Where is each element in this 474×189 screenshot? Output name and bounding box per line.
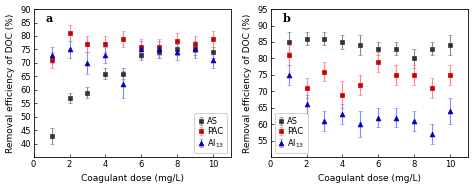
- X-axis label: Coagulant dose (mg/L): Coagulant dose (mg/L): [81, 174, 184, 184]
- Legend: AS, PAC, Al$_{13}$: AS, PAC, Al$_{13}$: [274, 113, 308, 153]
- Legend: AS, PAC, Al$_{13}$: AS, PAC, Al$_{13}$: [194, 113, 227, 153]
- Text: b: b: [283, 13, 290, 25]
- Y-axis label: Removal efficiency of DOC (%): Removal efficiency of DOC (%): [243, 13, 252, 153]
- Text: a: a: [46, 13, 53, 25]
- X-axis label: Coagulant dose (mg/L): Coagulant dose (mg/L): [318, 174, 421, 184]
- Y-axis label: Removal efficiency of DOC (%): Removal efficiency of DOC (%): [6, 13, 15, 153]
